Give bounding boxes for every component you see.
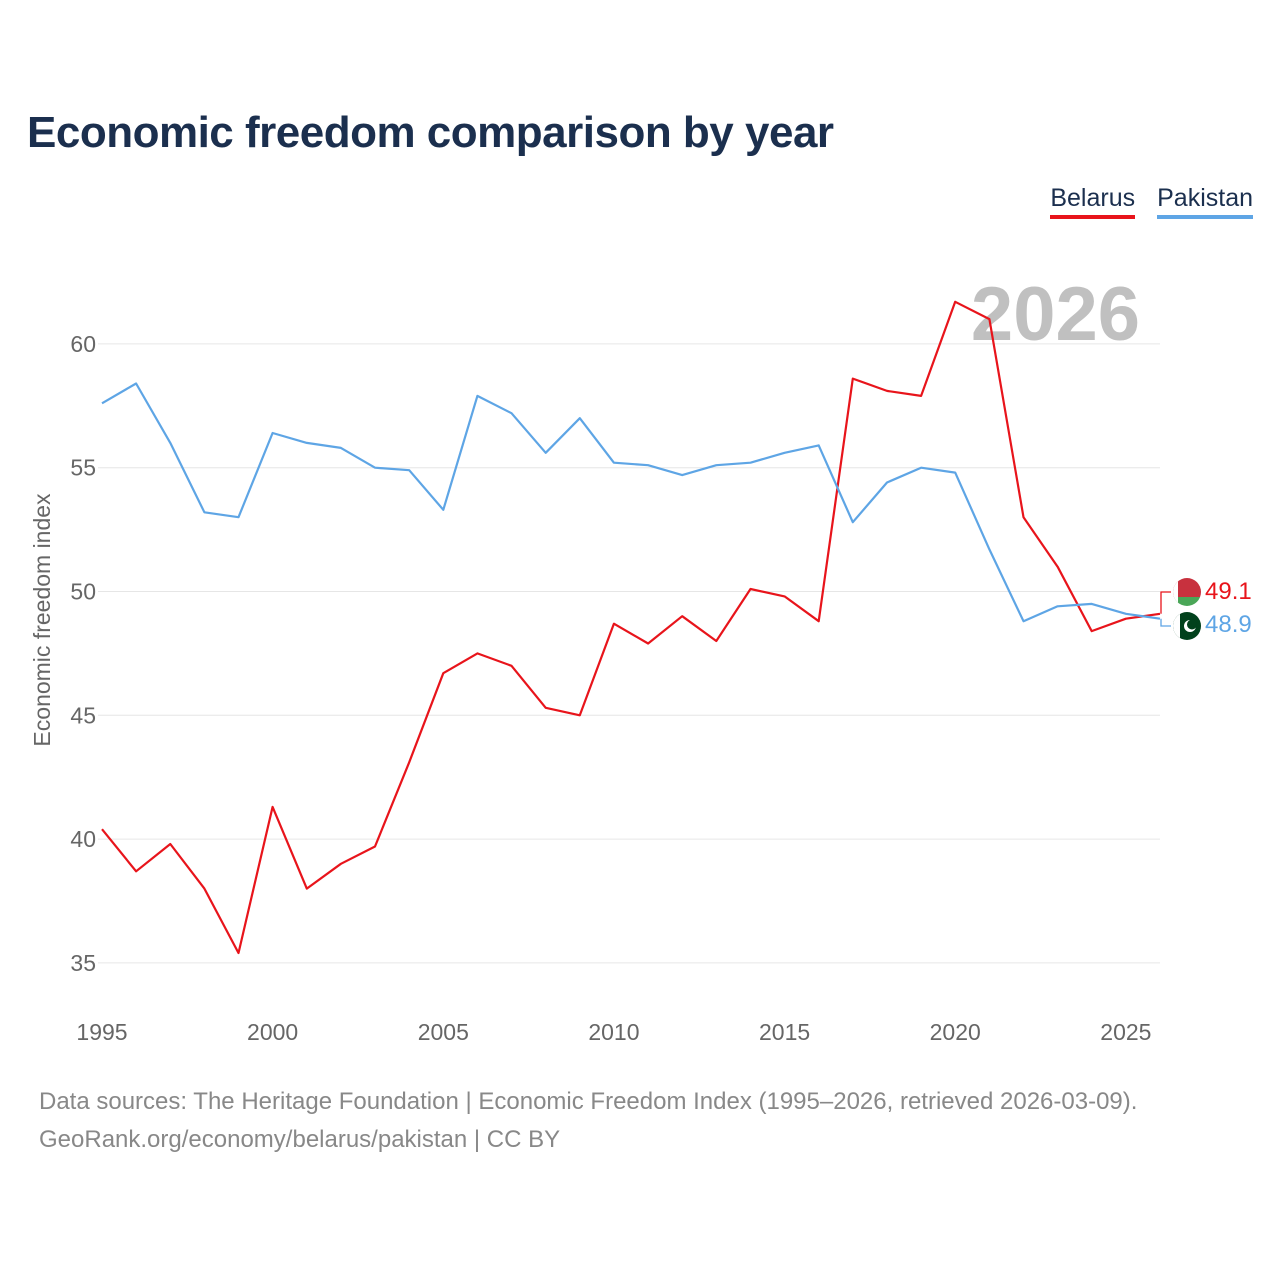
pakistan-flag-icon: [1173, 612, 1201, 640]
x-tick-label: 2015: [759, 1019, 810, 1045]
y-tick-label: 55: [70, 455, 96, 481]
belarus-flag-icon: [1173, 578, 1201, 606]
y-tick-label: 40: [70, 826, 96, 852]
series-line-pakistan[interactable]: [101, 382, 1161, 623]
x-tick-label: 2000: [247, 1019, 298, 1045]
end-label-pakistan: 48.9: [1205, 611, 1252, 638]
year-watermark: 2026: [971, 272, 1140, 357]
y-axis-ticks: 35 40 45 50 55 60: [70, 331, 96, 976]
x-tick-label: 2010: [588, 1019, 639, 1045]
x-axis-ticks: 1995 2000 2005 2010 2015 2020 2025: [76, 1019, 1151, 1045]
y-tick-label: 50: [70, 578, 96, 604]
grid-lines: [98, 343, 1160, 964]
chart-title: Economic freedom comparison by year: [27, 108, 834, 157]
footer-attribution: GeoRank.org/economy/belarus/pakistan | C…: [39, 1126, 561, 1153]
y-tick-label: 45: [70, 702, 96, 728]
series-lines: [101, 300, 1171, 955]
y-tick-label: 60: [70, 331, 96, 357]
y-axis-label: Economic freedom index: [29, 493, 55, 747]
x-tick-label: 2005: [418, 1019, 469, 1045]
x-tick-label: 1995: [76, 1019, 127, 1045]
y-tick-label: 35: [70, 950, 96, 976]
x-tick-label: 2020: [930, 1019, 981, 1045]
series-line-belarus[interactable]: [101, 300, 1161, 955]
leader-line-belarus: [1160, 591, 1171, 614]
end-label-belarus: 49.1: [1205, 578, 1252, 605]
legend-item-belarus[interactable]: Belarus: [1050, 183, 1136, 219]
leader-line-pakistan: [1160, 618, 1171, 627]
legend-item-pakistan[interactable]: Pakistan: [1157, 183, 1253, 219]
footer-sources: Data sources: The Heritage Foundation | …: [39, 1088, 1138, 1115]
x-tick-label: 2025: [1100, 1019, 1151, 1045]
chart-legend: Belarus Pakistan: [1050, 183, 1253, 219]
